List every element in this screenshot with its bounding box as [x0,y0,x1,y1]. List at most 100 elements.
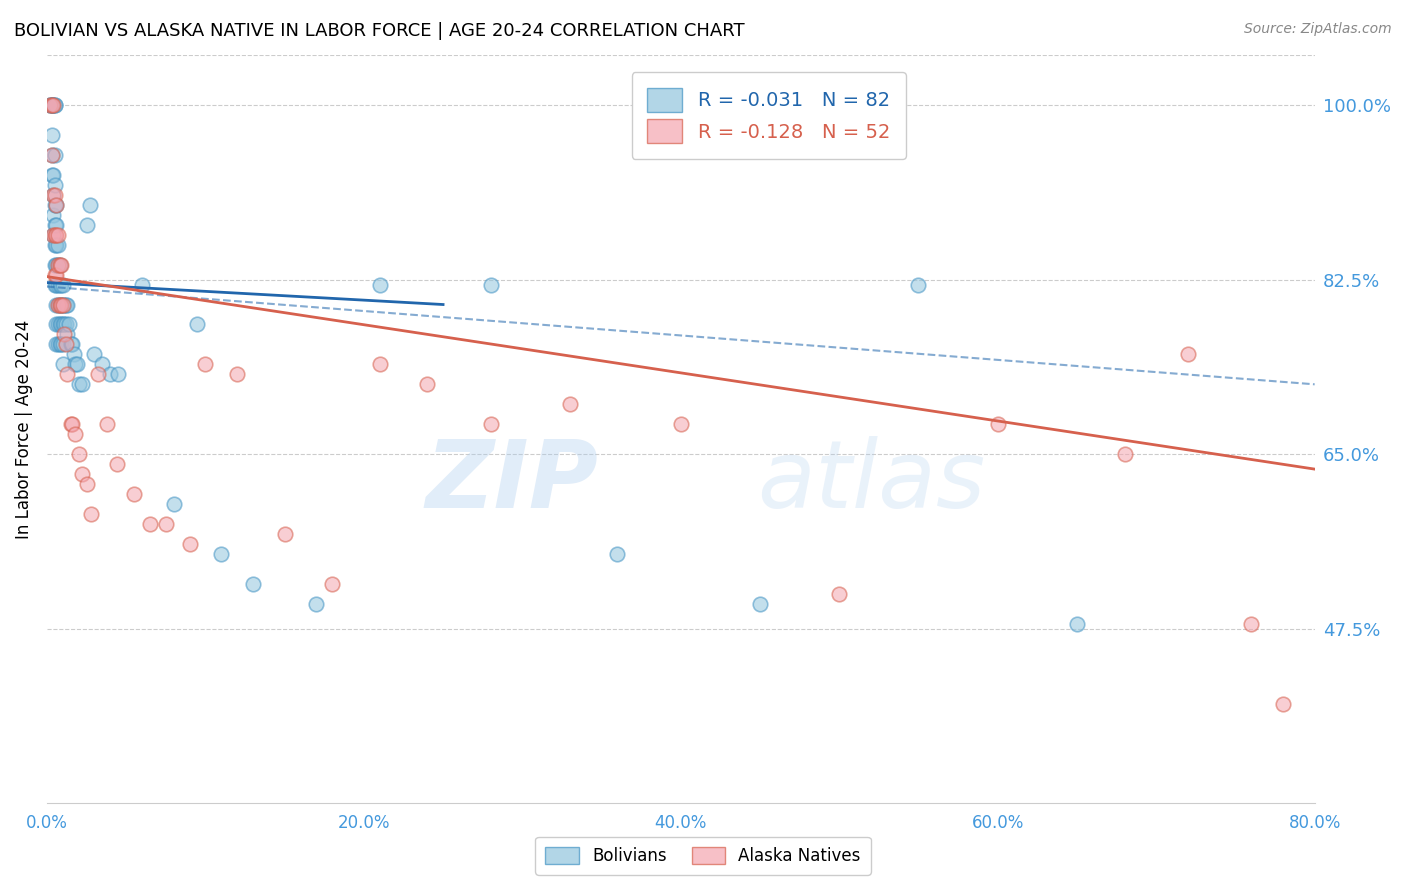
Point [52,357,75,371]
Text: ZIP: ZIP [426,435,599,527]
Point [226,368,249,382]
Point [42,187,65,202]
Point [49,277,72,292]
Point [46,258,69,272]
Point [45,318,67,332]
Point [321,577,343,591]
Point [91,357,114,371]
Point [56,297,79,311]
Point [46,237,69,252]
Point [56,368,79,382]
Point [41,128,63,142]
Point [1066,616,1088,631]
Point [209,547,232,561]
Point [479,277,502,292]
Point [42,98,65,112]
Point [305,597,328,611]
Point [42,227,65,242]
Point [55,318,77,332]
Point [42,168,65,182]
Point [39,98,62,112]
Point [46,277,69,292]
Point [907,277,929,292]
Point [122,487,145,501]
Point [49,337,72,351]
Point [139,516,162,531]
Point [44,187,66,202]
Point [48,277,70,292]
Point [70,377,93,392]
Point [155,516,177,531]
Point [52,337,75,351]
Point [52,277,75,292]
Point [42,187,65,202]
Point [41,168,63,182]
Point [41,98,63,112]
Point [45,258,67,272]
Point [44,218,66,232]
Point [194,357,217,371]
Point [163,497,186,511]
Point [44,98,66,112]
Point [749,597,772,611]
Point [52,297,75,311]
Point [65,357,87,371]
Point [59,417,82,432]
Point [39,98,62,112]
Point [828,587,851,601]
Point [479,417,502,432]
Point [46,318,69,332]
Point [45,237,67,252]
Point [368,357,391,371]
Point [56,327,79,342]
Point [368,277,391,292]
Point [48,297,70,311]
Point [67,377,90,392]
Point [59,337,82,351]
Point [45,297,67,311]
Point [76,218,98,232]
Point [60,417,83,432]
Point [46,258,69,272]
Text: atlas: atlas [756,436,986,527]
Point [606,547,628,561]
Text: BOLIVIAN VS ALASKA NATIVE IN LABOR FORCE | AGE 20-24 CORRELATION CHART: BOLIVIAN VS ALASKA NATIVE IN LABOR FORCE… [14,22,745,40]
Point [45,337,67,351]
Point [558,397,581,411]
Point [52,318,75,332]
Point [41,148,63,162]
Point [44,277,66,292]
Point [179,537,201,551]
Point [42,98,65,112]
Point [45,218,67,232]
Point [42,98,65,112]
Point [55,297,77,311]
Point [46,297,69,311]
Point [44,268,66,282]
Point [44,237,66,252]
Point [1240,616,1263,631]
Point [44,227,66,242]
Point [131,277,153,292]
Point [48,318,70,332]
Point [46,297,69,311]
Point [186,318,208,332]
Point [105,457,128,471]
Point [76,477,98,491]
Point [48,258,70,272]
Point [63,347,86,361]
Point [44,258,66,272]
Point [70,467,93,482]
Point [44,198,66,212]
Point [79,198,101,212]
Point [46,337,69,351]
Point [45,277,67,292]
Point [96,417,118,432]
Point [39,98,62,112]
Point [83,347,105,361]
Point [46,227,69,242]
Point [45,198,67,212]
Point [58,318,80,332]
Point [987,417,1010,432]
Point [42,208,65,222]
